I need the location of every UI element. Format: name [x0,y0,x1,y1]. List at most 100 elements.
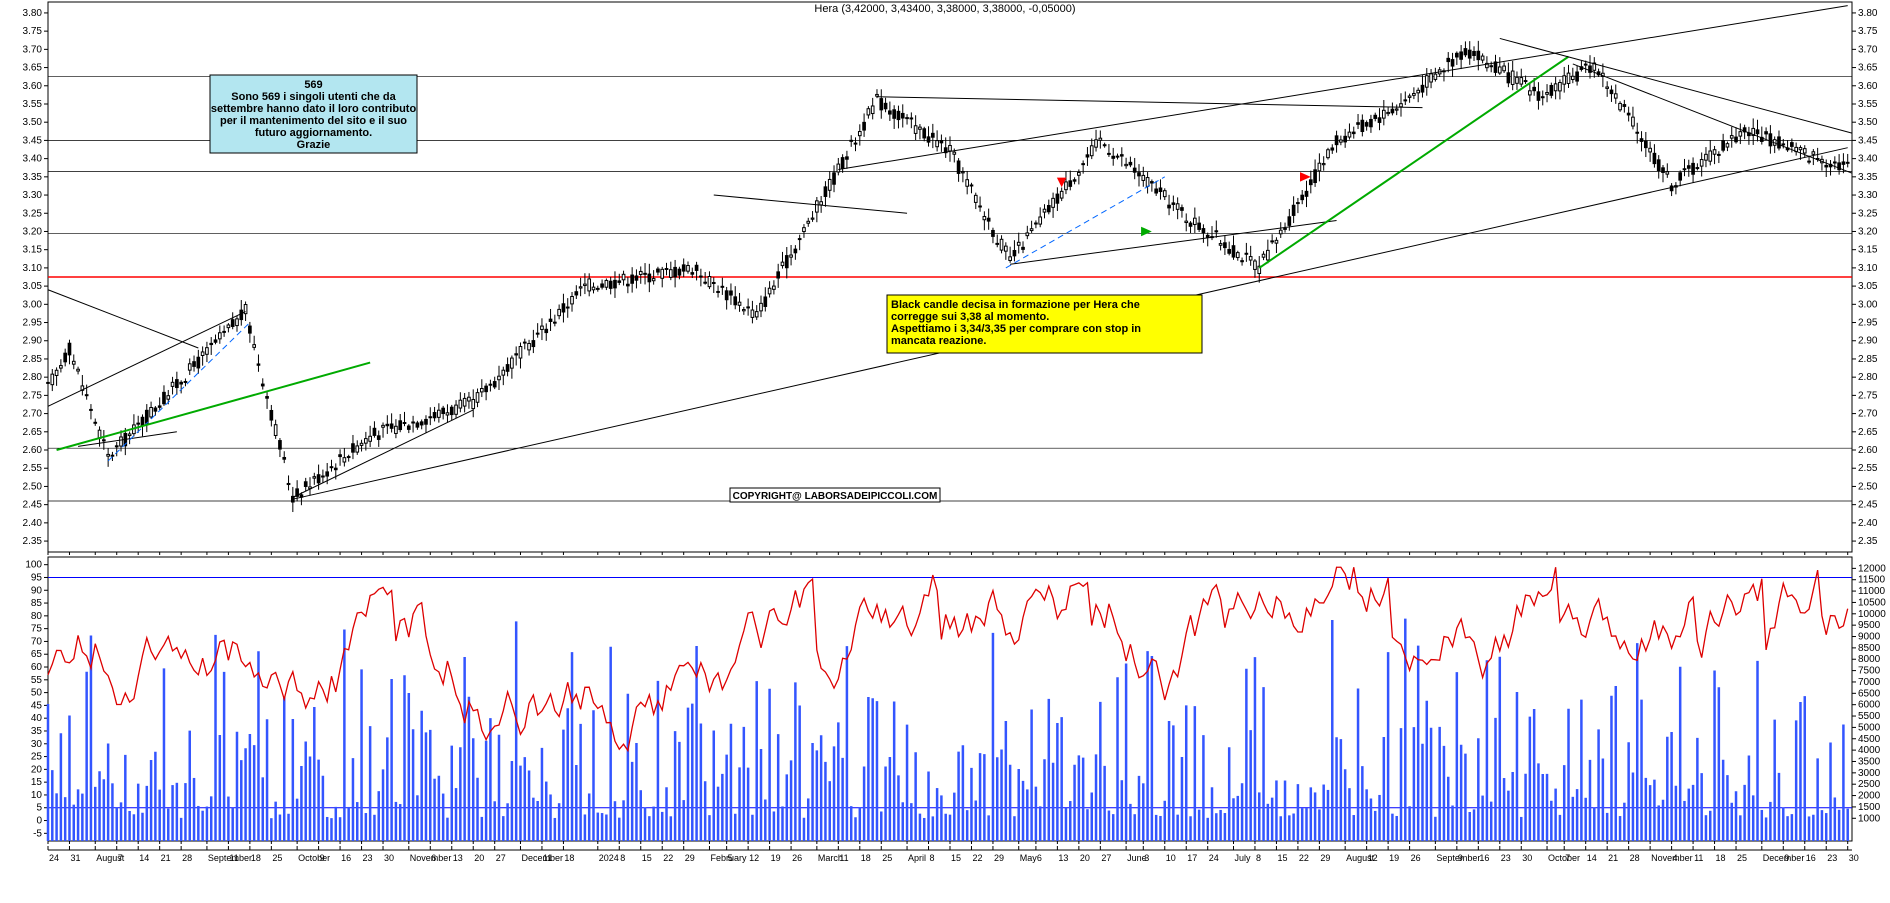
svg-text:6000: 6000 [1858,700,1881,711]
svg-text:31: 31 [70,853,80,863]
svg-text:2.70: 2.70 [1858,409,1878,420]
svg-text:3.20: 3.20 [1858,226,1878,237]
svg-text:25: 25 [272,853,282,863]
svg-text:20: 20 [1080,853,1090,863]
svg-text:3.55: 3.55 [23,99,43,110]
svg-text:May: May [1020,853,1038,863]
svg-text:8500: 8500 [1858,643,1881,654]
svg-text:10500: 10500 [1858,597,1886,608]
svg-text:9: 9 [320,853,325,863]
svg-text:65: 65 [31,649,43,660]
svg-text:50: 50 [31,688,43,699]
svg-text:11: 11 [543,853,552,863]
svg-text:3.00: 3.00 [1858,299,1878,310]
svg-text:2.35: 2.35 [23,536,43,547]
svg-text:60: 60 [31,662,43,673]
svg-text:-5: -5 [33,828,42,839]
svg-text:30: 30 [31,739,43,750]
svg-text:2.70: 2.70 [23,409,43,420]
svg-text:11500: 11500 [1858,575,1886,586]
chart-title: Hera (3,42000, 3,43400, 3,38000, 3,38000… [814,3,1075,15]
svg-text:20: 20 [31,764,43,775]
svg-text:Aspettiamo i 3,34/3,35 per com: Aspettiamo i 3,34/3,35 per comprare con … [891,323,1141,335]
svg-text:5: 5 [728,853,733,863]
svg-text:3.80: 3.80 [23,8,43,19]
svg-text:3.75: 3.75 [23,26,43,37]
svg-text:9: 9 [1784,853,1789,863]
svg-text:29: 29 [685,853,695,863]
svg-text:85: 85 [31,598,43,609]
svg-text:6500: 6500 [1858,688,1881,699]
svg-text:8: 8 [930,853,935,863]
svg-text:3.70: 3.70 [23,44,43,55]
svg-text:2.55: 2.55 [23,463,43,474]
svg-text:12: 12 [1368,853,1378,863]
svg-text:3.40: 3.40 [1858,154,1878,165]
svg-text:22: 22 [1299,853,1309,863]
svg-text:3.05: 3.05 [1858,281,1878,292]
svg-text:7: 7 [118,853,123,863]
svg-text:22: 22 [663,853,673,863]
svg-text:55: 55 [31,675,43,686]
svg-text:3.35: 3.35 [1858,172,1878,183]
svg-text:11: 11 [839,853,848,863]
svg-text:16: 16 [1806,853,1816,863]
svg-text:40: 40 [31,713,43,724]
svg-text:30: 30 [1849,853,1859,863]
svg-text:3.75: 3.75 [1858,26,1878,37]
svg-text:23: 23 [1501,853,1511,863]
svg-text:corregge sui 3,38 al momento.: corregge sui 3,38 al momento. [891,311,1049,323]
svg-text:2.45: 2.45 [1858,500,1878,511]
svg-text:1500: 1500 [1858,802,1881,813]
svg-text:12000: 12000 [1858,563,1886,574]
svg-text:2.90: 2.90 [1858,336,1878,347]
svg-text:7000: 7000 [1858,677,1881,688]
svg-text:569: 569 [304,79,322,91]
svg-text:2.60: 2.60 [1858,445,1878,456]
svg-text:23: 23 [363,853,373,863]
svg-text:futuro aggiornamento.: futuro aggiornamento. [255,127,372,139]
svg-text:settembre hanno dato il loro c: settembre hanno dato il loro contributo [211,103,417,115]
svg-text:16: 16 [341,853,351,863]
svg-text:26: 26 [792,853,802,863]
svg-text:3.30: 3.30 [1858,190,1878,201]
svg-text:11: 11 [1694,853,1703,863]
svg-text:2.45: 2.45 [23,500,43,511]
svg-text:29: 29 [1320,853,1330,863]
svg-text:20: 20 [474,853,484,863]
svg-text:2.65: 2.65 [1858,427,1878,438]
svg-text:24: 24 [49,853,59,863]
svg-text:2.90: 2.90 [23,336,43,347]
svg-text:2.40: 2.40 [23,518,43,529]
svg-text:14: 14 [1587,853,1597,863]
svg-text:18: 18 [564,853,574,863]
svg-text:10000: 10000 [1858,609,1886,620]
svg-text:3.70: 3.70 [1858,44,1878,55]
svg-text:3.15: 3.15 [23,245,43,256]
svg-text:0: 0 [36,816,42,827]
svg-text:90: 90 [31,585,43,596]
svg-text:5: 5 [36,803,42,814]
svg-text:2000: 2000 [1858,791,1881,802]
svg-text:per il mantenimento del sito: per il mantenimento del sito e il suo [220,115,407,127]
svg-text:27: 27 [496,853,506,863]
svg-text:2.75: 2.75 [23,390,43,401]
svg-text:13: 13 [1058,853,1068,863]
svg-text:3.50: 3.50 [1858,117,1878,128]
svg-text:April: April [908,853,926,863]
svg-text:9500: 9500 [1858,620,1881,631]
svg-text:2.75: 2.75 [1858,390,1878,401]
svg-text:2024: 2024 [599,853,619,863]
svg-text:9000: 9000 [1858,632,1881,643]
svg-text:22: 22 [972,853,982,863]
svg-text:3.60: 3.60 [1858,81,1878,92]
svg-text:October: October [298,853,330,863]
svg-text:3.45: 3.45 [23,135,43,146]
svg-text:Grazie: Grazie [297,139,331,151]
svg-text:45: 45 [31,700,43,711]
svg-text:28: 28 [182,853,192,863]
svg-text:2.80: 2.80 [23,372,43,383]
svg-text:8: 8 [620,853,625,863]
svg-text:2.80: 2.80 [1858,372,1878,383]
svg-text:3500: 3500 [1858,756,1881,767]
